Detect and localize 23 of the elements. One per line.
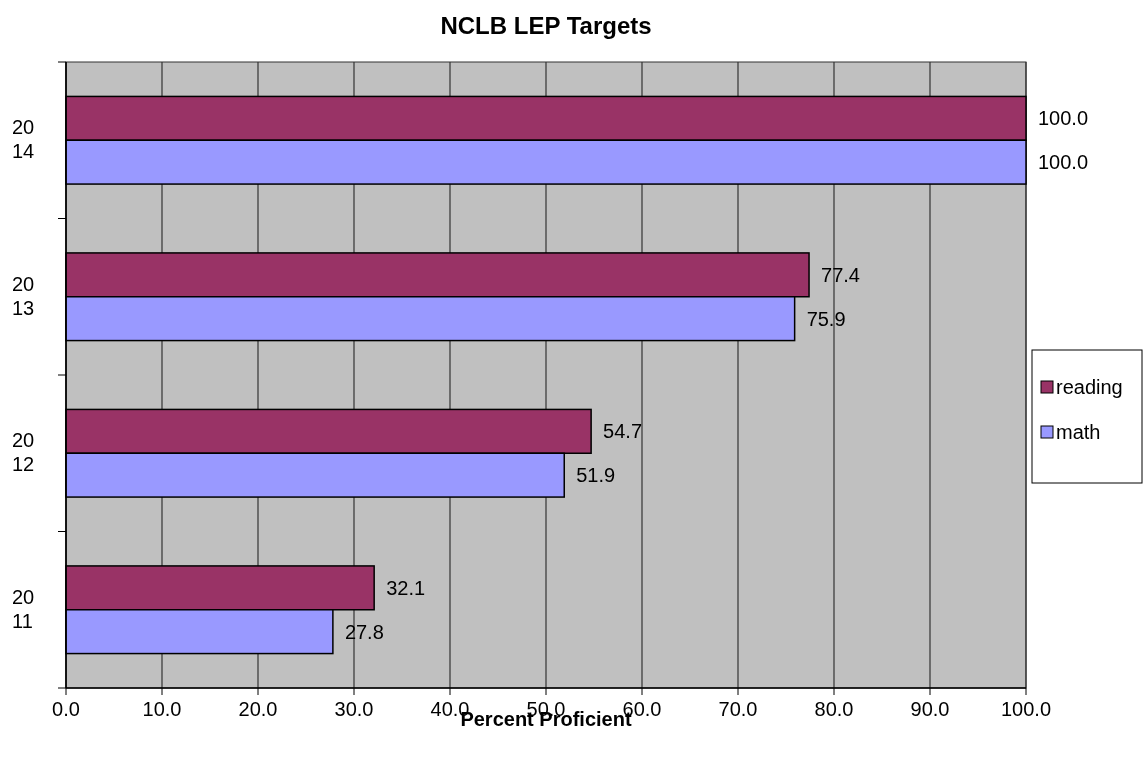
data-label: 100.0 xyxy=(1038,151,1089,174)
data-label: 77.4 xyxy=(821,263,860,286)
x-tick-label: 10.0 xyxy=(142,698,182,720)
x-tick-label: 100.0 xyxy=(1000,698,1052,720)
x-tick-label: 20.0 xyxy=(238,698,278,720)
x-tick-label: 90.0 xyxy=(910,698,950,720)
data-label: 100.0 xyxy=(1038,107,1089,130)
data-label: 75.9 xyxy=(806,307,846,330)
x-tick-label: 30.0 xyxy=(334,698,374,720)
legend-label: math xyxy=(1056,421,1101,443)
y-tick-label: 2014 xyxy=(12,116,35,163)
y-tick-label: 2011 xyxy=(12,585,35,632)
y-tick-label: 2013 xyxy=(12,272,35,319)
chart-title: NCLB LEP Targets xyxy=(440,12,652,39)
x-tick-label: 80.0 xyxy=(814,698,854,720)
data-label: 51.9 xyxy=(576,464,616,487)
y-tick-label: 2012 xyxy=(12,429,35,476)
data-label: 27.8 xyxy=(344,620,384,643)
x-tick-label: 70.0 xyxy=(718,698,758,720)
data-label: 54.7 xyxy=(603,420,643,443)
x-tick-label: 0.0 xyxy=(52,698,80,720)
data-label: 32.1 xyxy=(386,576,426,599)
legend-label: reading xyxy=(1056,376,1123,398)
